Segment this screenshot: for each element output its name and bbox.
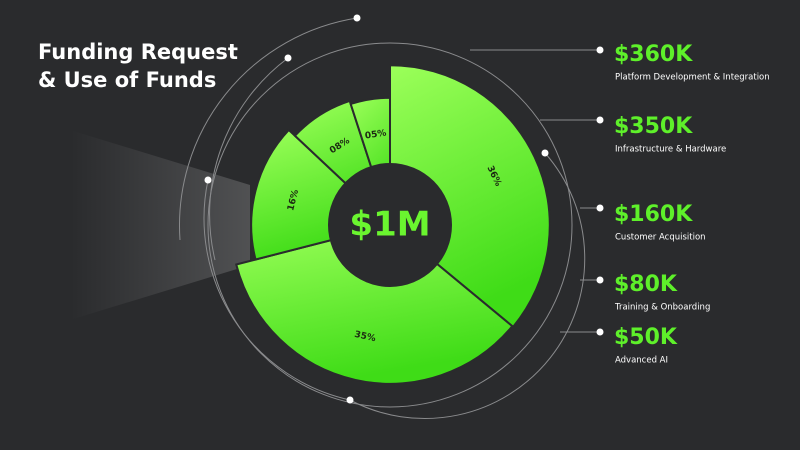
legend-label: Advanced AI xyxy=(615,356,668,366)
legend-amount: $350K xyxy=(614,114,693,139)
value-label: 35% xyxy=(353,330,376,344)
decor-rings xyxy=(179,17,600,419)
value-label: 05% xyxy=(364,128,387,141)
legend-label: Platform Development & Integration xyxy=(615,73,770,83)
slice xyxy=(389,64,551,329)
light-beam xyxy=(70,130,250,320)
legend-label: Training & Onboarding xyxy=(614,303,710,313)
total-label: $1M xyxy=(349,205,430,245)
legend-amount: $50K xyxy=(614,325,678,350)
slice xyxy=(235,223,514,385)
legend-label: Infrastructure & Hardware xyxy=(615,145,726,155)
center-hole xyxy=(328,163,452,287)
decor-dots xyxy=(204,14,604,404)
legend-amount: $360K xyxy=(614,42,693,67)
legend-label: Customer Acquisition xyxy=(615,233,706,243)
legend-amount: $160K xyxy=(614,202,693,227)
title: Funding Request & Use of Funds xyxy=(38,40,238,92)
legend-amount: $80K xyxy=(614,272,678,297)
